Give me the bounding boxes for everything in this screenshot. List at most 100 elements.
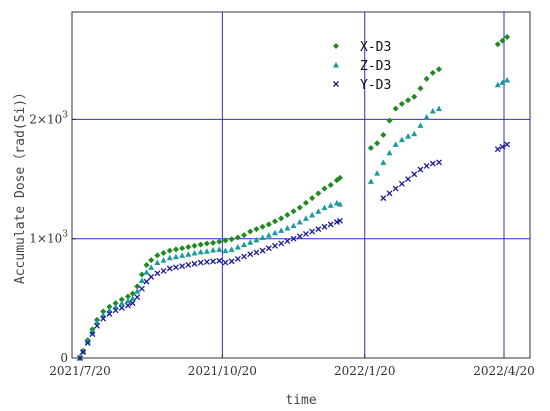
data-point [160, 267, 167, 274]
data-point [494, 81, 501, 88]
data-point [494, 41, 501, 48]
data-point [166, 254, 173, 261]
legend-marker [333, 43, 339, 49]
data-point [222, 237, 229, 244]
data-point [172, 253, 179, 260]
data-point [321, 204, 328, 211]
data-point [336, 174, 343, 181]
data-point [417, 166, 424, 173]
data-point [315, 190, 322, 197]
data-point [160, 250, 167, 257]
data-point [271, 229, 278, 236]
data-point [302, 230, 309, 237]
data-point [185, 244, 192, 251]
data-point [112, 303, 119, 310]
data-point [405, 97, 412, 104]
legend: X-D3 Z-D3 Y-D3 [333, 40, 391, 93]
data-point [367, 178, 374, 184]
data-point [112, 307, 119, 314]
data-point [411, 93, 418, 100]
data-point [80, 349, 87, 355]
data-point [148, 257, 155, 264]
data-point [315, 208, 322, 214]
data-point [247, 228, 254, 235]
data-point [504, 77, 511, 83]
plot-frame [71, 11, 531, 359]
data-point [499, 37, 506, 44]
data-point [197, 248, 204, 255]
data-point [302, 199, 309, 206]
data-point [185, 251, 192, 257]
data-point [278, 240, 285, 247]
data-point [100, 315, 107, 322]
data-point [77, 355, 83, 361]
data-point [253, 226, 260, 233]
data-point [265, 245, 272, 252]
data-point [166, 247, 173, 254]
data-point [309, 211, 316, 218]
data-point [154, 252, 161, 259]
data-point [179, 252, 186, 258]
data-point [417, 122, 424, 128]
data-point [259, 223, 266, 230]
data-point [392, 141, 399, 147]
data-point [386, 149, 393, 156]
data-point [129, 290, 136, 297]
data-point [125, 302, 131, 309]
data-point [210, 258, 217, 265]
data-point [228, 236, 235, 243]
data-point [327, 202, 334, 208]
data-point [172, 264, 179, 271]
data-point [203, 240, 210, 247]
legend-marker [333, 62, 339, 68]
series-x-d3 [77, 34, 511, 361]
data-point [94, 319, 101, 325]
data-point [241, 241, 248, 248]
data-point [154, 259, 161, 266]
data-point [143, 278, 150, 285]
data-point [106, 310, 113, 317]
data-point [154, 270, 161, 277]
data-point [228, 246, 235, 252]
data-point [89, 331, 96, 338]
data-point [296, 204, 303, 211]
data-point [405, 133, 412, 139]
data-point [499, 79, 506, 85]
data-point [405, 176, 412, 182]
data-point [504, 141, 511, 148]
data-point [179, 263, 186, 270]
data-point [327, 221, 334, 228]
data-point [374, 170, 381, 176]
data-point [321, 223, 328, 230]
data-point [411, 171, 418, 178]
data-point [380, 195, 387, 202]
data-point [284, 211, 291, 218]
data-point [172, 246, 179, 253]
data-point [315, 226, 322, 233]
x-tick-label: 2021/10/20 [188, 364, 257, 378]
series-y-d3 [77, 141, 511, 361]
data-point [185, 261, 192, 268]
data-point [134, 288, 141, 294]
data-point [197, 259, 204, 266]
data-point [386, 117, 393, 124]
data-point [216, 238, 223, 245]
data-point [504, 34, 511, 41]
x-tick-label: 2021/7/20 [49, 364, 111, 378]
data-point [309, 228, 316, 235]
data-point [398, 136, 405, 143]
data-point [179, 245, 186, 252]
data-point [118, 296, 125, 303]
data-point [197, 241, 204, 248]
data-point [84, 340, 91, 347]
data-point [134, 294, 141, 301]
data-point [118, 304, 125, 311]
data-point [106, 303, 113, 310]
data-point [203, 248, 210, 254]
data-point [100, 308, 107, 315]
data-point [203, 258, 210, 265]
data-point [290, 222, 297, 229]
x-tick-label: 2022/4/20 [473, 364, 535, 378]
data-point [296, 233, 303, 240]
data-point [228, 258, 235, 265]
